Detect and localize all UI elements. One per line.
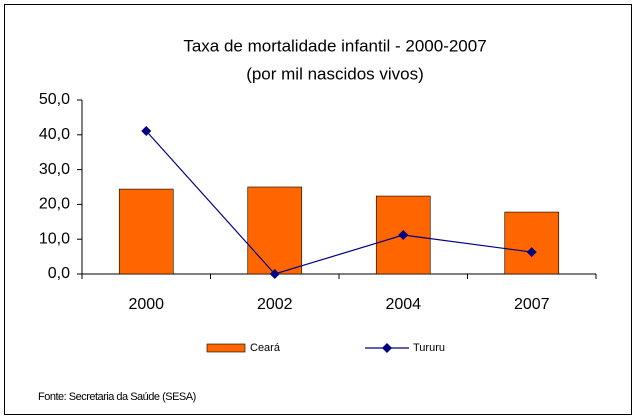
chart-frame xyxy=(4,4,632,415)
line xyxy=(145,130,532,275)
bar xyxy=(118,188,174,275)
x-tick-label: 2000 xyxy=(128,296,164,313)
bar xyxy=(247,186,303,275)
y-tick-label: 30,0 xyxy=(39,161,70,178)
legend-swatch xyxy=(206,343,246,353)
y-tick-label: 50,0 xyxy=(39,91,70,108)
y-tick-label: 0,0 xyxy=(48,265,70,282)
legend-label: Tururu xyxy=(413,342,445,354)
line-marker xyxy=(526,247,537,258)
line-marker xyxy=(269,269,280,279)
chart-title: Taxa de mortalidade infantil - 2000-2007 xyxy=(183,36,486,55)
x-tick-label: 2002 xyxy=(257,296,293,313)
y-tick-label: 20,0 xyxy=(39,196,70,213)
x-tick-label: 2004 xyxy=(385,296,421,313)
legend-marker xyxy=(382,343,392,353)
line-marker xyxy=(398,230,409,241)
bar xyxy=(504,211,560,275)
source-note: Fonte: Secretaria da Saúde (SESA) xyxy=(38,391,196,403)
x-tick-label: 2007 xyxy=(514,296,550,313)
chart-subtitle: (por mil nascidos vivos) xyxy=(246,64,424,83)
legend-label: Ceará xyxy=(250,342,281,354)
y-tick-label: 10,0 xyxy=(39,230,70,247)
line-marker xyxy=(141,125,152,136)
y-tick-label: 40,0 xyxy=(39,126,70,143)
